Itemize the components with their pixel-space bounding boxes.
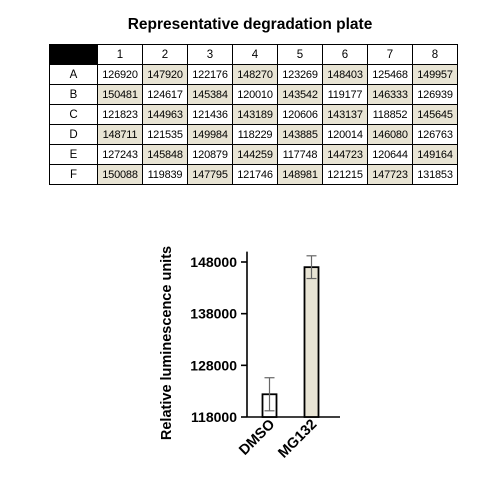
plate-cell: 131853 <box>412 164 458 185</box>
plate-cell: 143885 <box>277 124 323 145</box>
plate-row: E 127243 145848 120879 144259 117748 144… <box>49 144 458 165</box>
y-tick-label: 128000 <box>190 357 237 373</box>
y-axis-label: Relative luminescence units <box>159 246 175 440</box>
plate-row: A 126920 147920 122176 148270 123269 148… <box>49 64 458 85</box>
plate-title: Representative degradation plate <box>127 16 373 33</box>
plate-cell: 120644 <box>367 144 413 165</box>
plate-cell: 149957 <box>412 64 458 85</box>
plate-cell: 149164 <box>412 144 458 165</box>
x-category-label: DMSO <box>236 417 278 459</box>
plate-cell: 126763 <box>412 124 458 145</box>
plate-cell: 150088 <box>97 164 143 185</box>
plate-cell: 126939 <box>412 84 458 105</box>
plate-cell: 144259 <box>232 144 278 165</box>
plate-cell: 119177 <box>322 84 368 105</box>
plate-row: D 148711 121535 149984 118229 143885 120… <box>49 124 458 145</box>
plate-row: C 121823 144963 121436 143189 120606 143… <box>49 104 458 125</box>
y-tick-label: 138000 <box>190 306 237 322</box>
plate-table: 1 2 3 4 5 6 7 8 A 126920 147920 122176 1… <box>49 44 458 185</box>
plate-cell: 148403 <box>322 64 368 85</box>
plate-corner-cell <box>49 44 98 65</box>
plate-cell: 148270 <box>232 64 278 85</box>
plate-cell: 143137 <box>322 104 368 125</box>
plate-cell: 147795 <box>187 164 233 185</box>
plate-cell: 121746 <box>232 164 278 185</box>
plate-cell: 118229 <box>232 124 278 145</box>
plate-cell: 148981 <box>277 164 323 185</box>
plate-cell: 145645 <box>412 104 458 125</box>
y-tick-label: 148000 <box>190 254 237 270</box>
plate-row: F 150088 119839 147795 121746 148981 121… <box>49 164 458 185</box>
plate-cell: 120014 <box>322 124 368 145</box>
plate-cell: 150481 <box>97 84 143 105</box>
plate-cell: 147723 <box>367 164 413 185</box>
plate-cell: 144723 <box>322 144 368 165</box>
y-tick-label: 118000 <box>191 409 237 425</box>
plate-cell: 120010 <box>232 84 278 105</box>
plate-cell: 143189 <box>232 104 278 125</box>
x-category-label: MG132 <box>275 417 320 462</box>
bar <box>303 266 320 418</box>
plate-cell: 147920 <box>142 64 188 85</box>
plate-cell: 127243 <box>97 144 143 165</box>
plate-cell: 149984 <box>187 124 233 145</box>
plate-cell: 126920 <box>97 64 143 85</box>
plate-cell: 117748 <box>277 144 323 165</box>
plate-cell: 145384 <box>187 84 233 105</box>
plate-cell: 148711 <box>97 124 143 145</box>
